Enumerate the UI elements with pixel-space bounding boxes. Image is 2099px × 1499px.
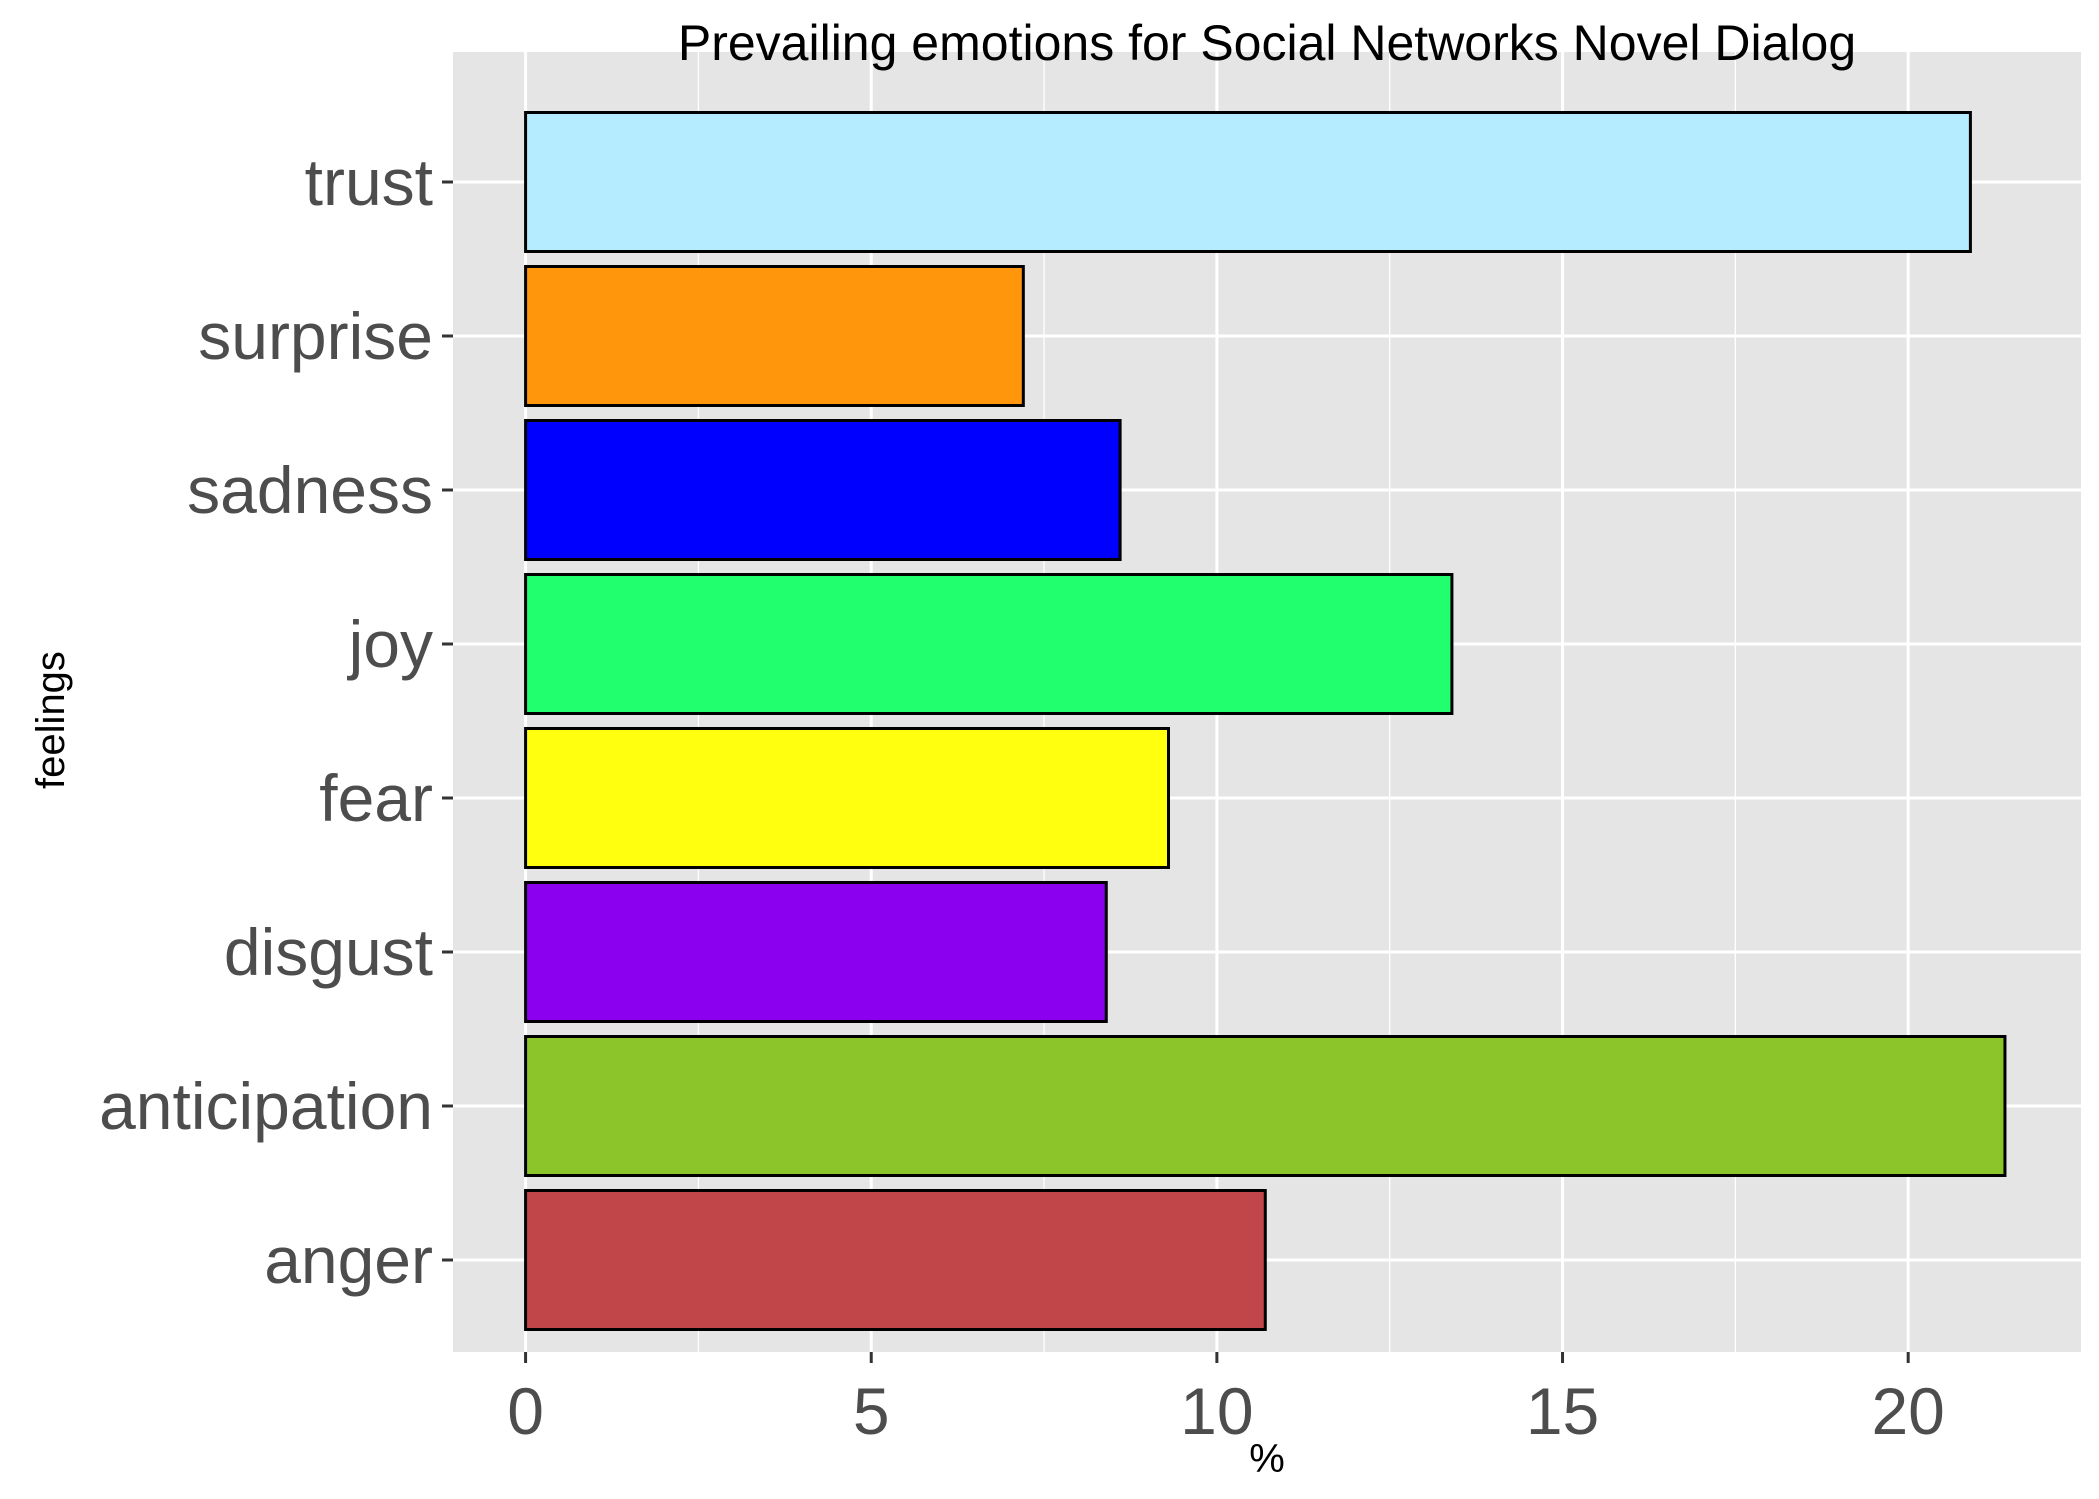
x-axis-title: %	[1249, 1437, 1285, 1481]
bar-anger	[524, 1189, 1267, 1331]
bars	[524, 111, 2007, 1331]
y-tick-label: fear	[319, 761, 433, 835]
y-axis: anger anticipation disgust fear joy sadness su…	[99, 145, 453, 1297]
bar-trust	[524, 111, 1972, 253]
x-tick-label: 5	[853, 1374, 890, 1448]
x-tick-label: 20	[1871, 1374, 1944, 1448]
bar-fear	[524, 727, 1170, 869]
x-tick-label: 10	[1180, 1374, 1253, 1448]
y-tick-label: joy	[347, 607, 433, 681]
x-tick-label: 0	[507, 1374, 544, 1448]
y-tick-label: disgust	[224, 915, 433, 989]
bar-anticipation	[524, 1035, 2007, 1177]
y-tick-label: trust	[305, 145, 433, 219]
y-axis-title: feelings	[29, 651, 73, 789]
x-axis: 0 5 10 15 20	[507, 1352, 1945, 1448]
bar-sadness	[524, 419, 1122, 561]
bar-surprise	[524, 265, 1025, 407]
y-tick-label: anticipation	[99, 1069, 433, 1143]
y-tick-label: surprise	[198, 299, 433, 373]
bar-disgust	[524, 881, 1108, 1023]
y-tick-label: sadness	[187, 453, 433, 527]
y-tick-label: anger	[264, 1223, 433, 1297]
bar-joy	[524, 573, 1454, 715]
x-tick-label: 15	[1526, 1374, 1599, 1448]
chart-title: Prevailing emotions for Social Networks …	[678, 15, 1856, 71]
